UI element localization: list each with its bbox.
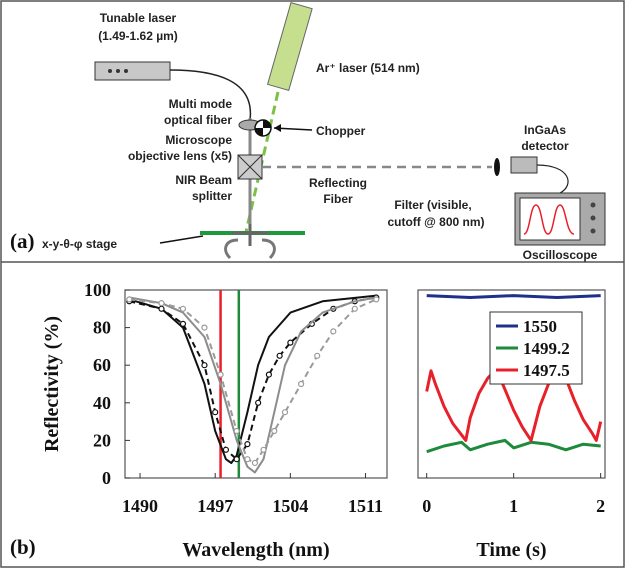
label: Chopper (316, 124, 366, 138)
y-tick-label: 100 (84, 280, 111, 300)
data-point (297, 380, 305, 388)
x-axis-label: Wavelength (nm) (182, 539, 329, 561)
label: Reflecting (309, 176, 367, 190)
data-point (233, 427, 240, 435)
data-point (217, 371, 224, 378)
data-point (271, 427, 278, 435)
y-tick-label: 0 (102, 468, 111, 488)
data-point (179, 320, 187, 327)
series-line (425, 367, 603, 442)
data-point (222, 446, 230, 453)
data-point (201, 324, 208, 331)
pointer (159, 235, 204, 244)
label: Microscope (165, 133, 232, 147)
data-point (314, 352, 321, 359)
label: Filter (visible, (394, 198, 471, 212)
x-tick-label: 0 (422, 496, 431, 516)
data-point (287, 339, 294, 346)
data-point (373, 296, 380, 303)
plot-frame (124, 289, 388, 479)
data-point (201, 362, 208, 369)
series-line (129, 296, 377, 474)
data-point (158, 300, 165, 307)
label: NIR Beam (175, 173, 232, 187)
data-point (281, 409, 289, 416)
label: Tunable laser (100, 11, 177, 25)
legend-label: 1497.5 (523, 361, 570, 380)
data-point (276, 352, 283, 359)
y-tick-label: 20 (93, 430, 111, 450)
knob (590, 215, 596, 221)
x-tick-label: 1 (509, 496, 518, 516)
data-point (212, 409, 219, 416)
data-point (255, 399, 262, 406)
detector (510, 156, 538, 174)
data-point (265, 371, 272, 378)
panel-label: (a) (10, 229, 35, 253)
label: objective lens (x5) (128, 149, 232, 163)
fiber-cable (169, 69, 252, 121)
data-point (179, 305, 187, 312)
arrowhead (274, 124, 281, 132)
x-tick-label: 1490 (122, 496, 158, 516)
stage-axes (232, 224, 268, 246)
x-tick-label: 1504 (272, 496, 308, 516)
legend-label: 1499.2 (523, 339, 570, 358)
trace (523, 204, 575, 235)
splitter-cross (237, 154, 263, 180)
label: x-y-θ-φ stage (42, 237, 117, 251)
filter (494, 158, 500, 176)
y-tick-label: 40 (93, 393, 111, 413)
y-tick-label: 60 (93, 355, 111, 375)
dot (124, 69, 128, 73)
knob (590, 228, 596, 234)
label: optical fiber (164, 113, 232, 127)
panel-label: (b) (10, 535, 36, 559)
ar-laser (266, 1, 313, 91)
data-point (330, 328, 337, 335)
label: InGaAs (524, 123, 566, 137)
label: detector (521, 139, 569, 153)
x-tick-label: 1497 (197, 496, 233, 516)
label: (1.49-1.62 µm) (98, 29, 178, 43)
data-point (251, 459, 259, 467)
data-point (351, 305, 358, 312)
label: splitter (192, 189, 232, 203)
legend-label: 1550 (523, 317, 557, 336)
data-point (233, 456, 240, 463)
knob (590, 202, 596, 208)
data-point (244, 456, 251, 463)
dot (108, 69, 112, 73)
data-point (260, 446, 267, 453)
label: Ar⁺ laser (514 nm) (316, 61, 420, 75)
label: Multi mode (169, 97, 233, 111)
tunable-laser-box (94, 61, 171, 81)
label: cutoff @ 800 nm) (387, 215, 484, 229)
cable (536, 164, 569, 194)
plot-frame (417, 289, 606, 479)
data-point (158, 305, 165, 312)
label: Fiber (323, 192, 353, 206)
data-point (244, 441, 251, 448)
y-axis-label: Reflectivity (%) (41, 316, 63, 452)
stage-rotation (224, 238, 276, 260)
label: Oscilloscope (523, 248, 598, 262)
x-axis-label: Time (s) (476, 539, 546, 561)
y-tick-label: 80 (93, 318, 111, 338)
series-line (129, 296, 377, 461)
setup-diagram (94, 1, 606, 260)
series-line (426, 438, 601, 454)
series-line (426, 294, 601, 299)
x-tick-label: 1511 (348, 496, 383, 516)
dot (116, 69, 120, 73)
chopper-blades (255, 120, 271, 136)
x-tick-label: 2 (596, 496, 605, 516)
data-point (126, 296, 133, 303)
